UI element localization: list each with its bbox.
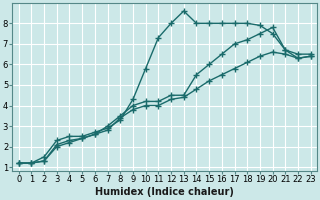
X-axis label: Humidex (Indice chaleur): Humidex (Indice chaleur): [95, 187, 234, 197]
